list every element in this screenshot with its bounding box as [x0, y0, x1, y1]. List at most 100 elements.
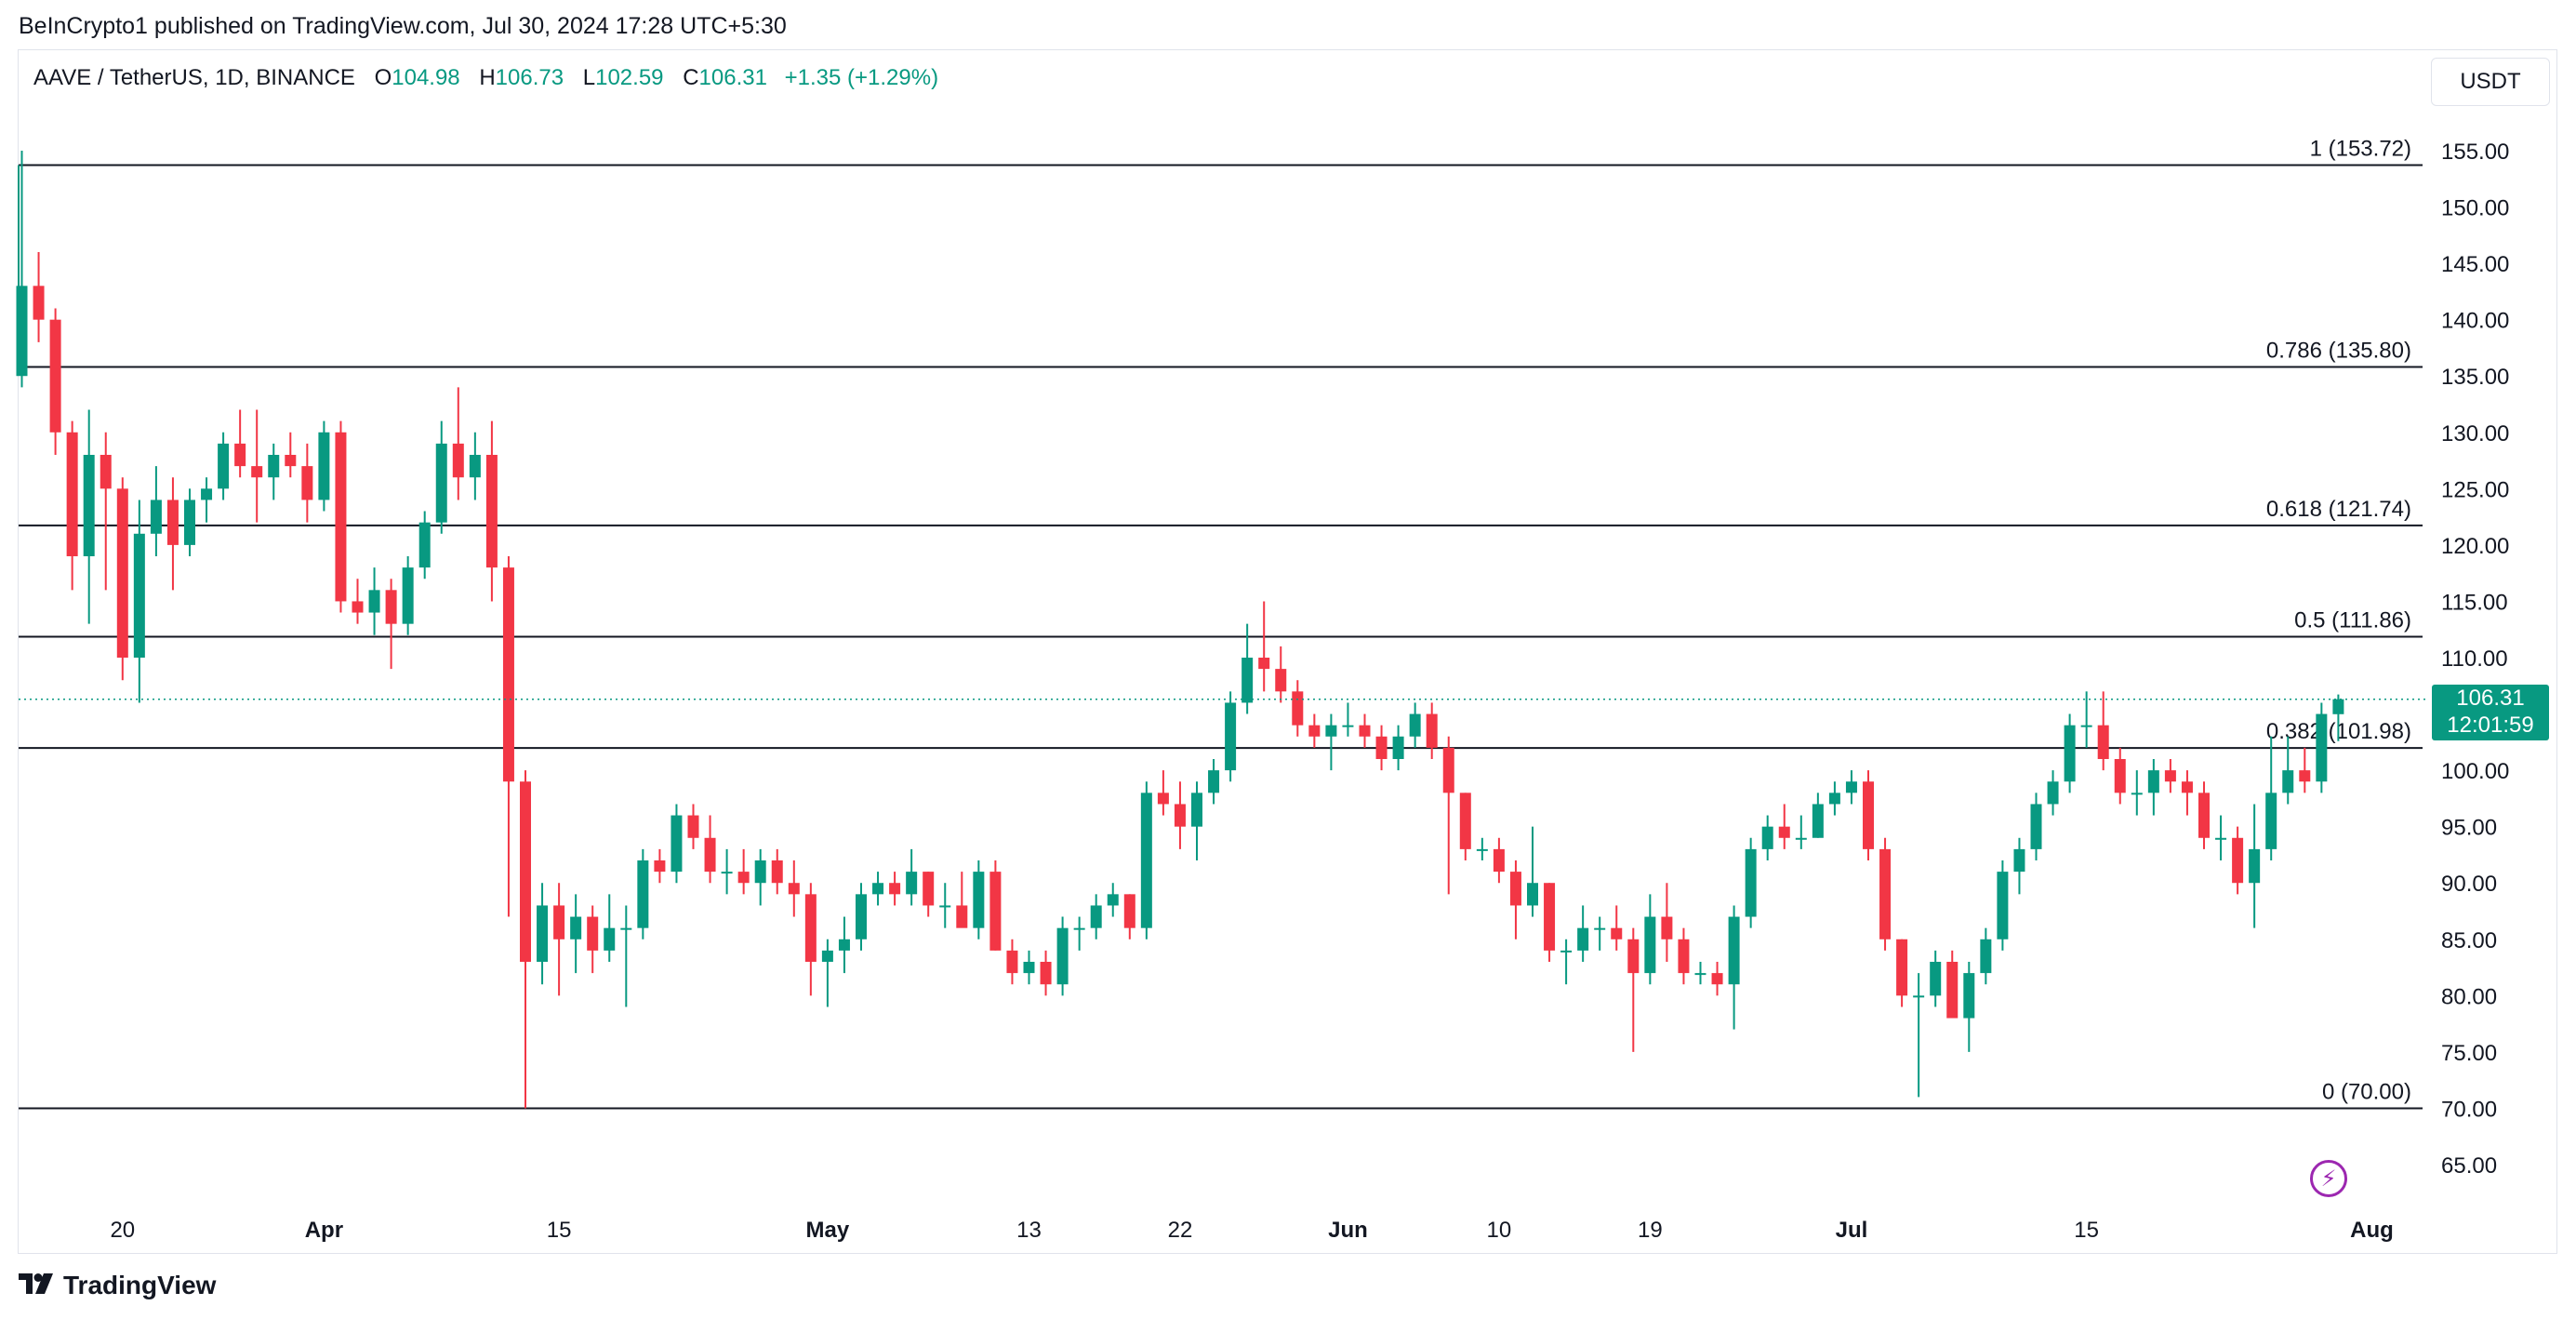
candle-body	[2198, 793, 2210, 838]
candle	[251, 409, 263, 523]
candle-body	[2232, 837, 2244, 884]
candle-body	[485, 455, 498, 568]
open-value: 104.98	[392, 65, 460, 90]
fib-level-label: 0.618 (121.74)	[2266, 497, 2411, 522]
candle	[1174, 781, 1186, 849]
candle	[1073, 916, 1085, 951]
candle-body	[1527, 883, 1538, 906]
candle	[906, 848, 918, 906]
candle	[520, 770, 531, 1109]
candle-body	[1980, 939, 1992, 974]
candle-body	[2299, 770, 2311, 782]
currency-button[interactable]: USDT	[2431, 58, 2550, 106]
candle-body	[33, 286, 45, 320]
candle-body	[821, 950, 833, 962]
candle-body	[654, 860, 666, 873]
candle	[1191, 781, 1202, 860]
time-tick-label: Jun	[1328, 1218, 1368, 1243]
candle	[2064, 713, 2076, 793]
candle	[1795, 815, 1807, 849]
candle-body	[1661, 916, 1673, 939]
candle-body	[184, 500, 195, 545]
candle-body	[1073, 927, 1085, 930]
candle	[1644, 894, 1656, 985]
candle	[1678, 927, 1690, 985]
candle	[133, 500, 145, 703]
candle-body	[402, 567, 414, 624]
candle-body	[268, 455, 280, 478]
candle-body	[2282, 770, 2294, 793]
candle-body	[1292, 691, 1304, 726]
candle-body	[1392, 736, 1404, 759]
candle-body	[318, 432, 330, 500]
candle	[721, 848, 733, 895]
candle-body	[1157, 793, 1169, 805]
candle	[1325, 713, 1337, 771]
candle	[1476, 837, 1488, 860]
candle	[1879, 837, 1892, 951]
candle-body	[100, 455, 112, 489]
candle-body	[1174, 804, 1186, 827]
candle-body	[1745, 848, 1757, 917]
candle-body	[587, 916, 599, 951]
candle-body	[1577, 927, 1589, 951]
candle-body	[301, 466, 313, 500]
candle-body	[452, 443, 464, 478]
candle	[956, 872, 968, 928]
tradingview-brand[interactable]: TradingView	[19, 1271, 216, 1300]
fib-level-label: 0.5 (111.86)	[2294, 607, 2411, 633]
candle	[939, 883, 951, 928]
candle	[318, 420, 330, 512]
symbol-name[interactable]: AAVE / TetherUS, 1D, BINANCE	[33, 65, 355, 90]
candle	[1040, 950, 1052, 996]
candle	[1611, 905, 1623, 951]
candle-body	[1225, 702, 1237, 771]
candle	[671, 804, 683, 884]
candle	[1392, 725, 1404, 771]
candle	[872, 872, 884, 906]
candle	[654, 848, 666, 884]
candle	[33, 252, 45, 342]
candle-body	[469, 455, 481, 478]
price-tick-label: 100.00	[2441, 759, 2509, 784]
candle	[1661, 883, 1673, 962]
candle-body	[1140, 793, 1152, 928]
candle-body	[2131, 793, 2143, 795]
candle-body	[502, 567, 514, 782]
candle	[352, 579, 364, 624]
candle-body	[1896, 939, 1908, 996]
fib-retracement-layer: 1 (153.72) 0.786 (135.80) 0.618 (121.74) 0.…	[18, 137, 2423, 1110]
candle-body	[2047, 781, 2059, 805]
candle-body	[1023, 962, 1035, 974]
candle	[83, 409, 95, 624]
close-value: 106.31	[698, 65, 767, 90]
candle	[889, 872, 901, 906]
candle	[923, 872, 935, 917]
candle-body	[2181, 781, 2193, 793]
candle	[2030, 793, 2042, 860]
candle	[1459, 793, 1471, 860]
open-label: O	[374, 65, 392, 90]
candle-body	[1459, 793, 1471, 849]
lightning-bolt-icon[interactable]: ⚡	[2310, 1160, 2347, 1197]
candle-body	[1728, 916, 1740, 985]
candle-body	[83, 455, 95, 556]
candle	[100, 432, 112, 591]
candle	[1745, 837, 1757, 928]
candle-body	[1761, 826, 1773, 849]
candle	[1225, 691, 1237, 782]
candle-body	[1997, 872, 2009, 939]
candle-body	[804, 894, 817, 962]
candle	[2131, 770, 2143, 816]
candle	[1275, 646, 1287, 703]
price-tick-label: 75.00	[2441, 1041, 2497, 1066]
candle-body	[49, 319, 61, 433]
candle	[1997, 860, 2009, 951]
candle	[1828, 781, 1840, 816]
candle-body	[150, 500, 162, 534]
candle-body	[1946, 962, 1959, 1019]
candle-body	[1544, 883, 1556, 951]
candle	[234, 409, 246, 478]
candle-body	[1325, 725, 1337, 737]
